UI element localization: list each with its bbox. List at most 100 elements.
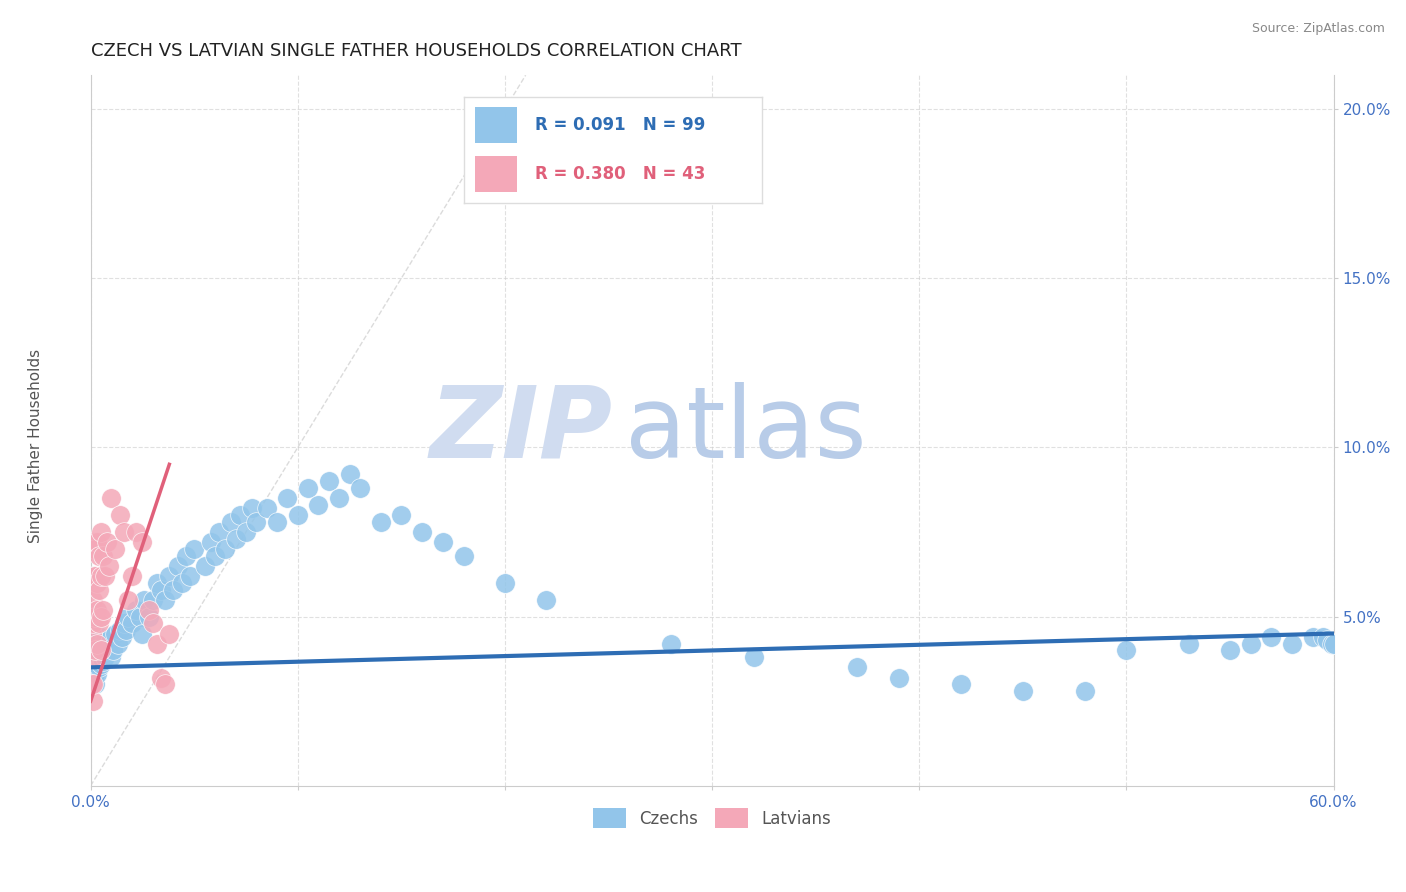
Point bbox=[157, 569, 180, 583]
Point bbox=[94, 650, 117, 665]
Point bbox=[117, 609, 139, 624]
Point bbox=[256, 501, 278, 516]
Point bbox=[87, 650, 110, 665]
Point bbox=[91, 549, 114, 563]
Point bbox=[86, 575, 108, 590]
Point bbox=[82, 592, 104, 607]
Point bbox=[146, 637, 169, 651]
Point bbox=[82, 643, 104, 657]
Point bbox=[82, 637, 104, 651]
Point bbox=[90, 630, 112, 644]
Point bbox=[90, 643, 112, 657]
Point bbox=[83, 667, 105, 681]
Point bbox=[114, 623, 136, 637]
Point bbox=[1316, 633, 1339, 648]
Point bbox=[83, 541, 105, 556]
Point bbox=[204, 549, 226, 563]
Point bbox=[104, 541, 127, 556]
Point bbox=[453, 549, 475, 563]
Point bbox=[1177, 637, 1199, 651]
Point bbox=[96, 535, 118, 549]
Point bbox=[1074, 684, 1097, 698]
Point bbox=[100, 491, 122, 505]
Point bbox=[82, 650, 104, 665]
Point bbox=[82, 535, 104, 549]
Point bbox=[742, 650, 765, 665]
Point bbox=[90, 569, 112, 583]
Point bbox=[225, 532, 247, 546]
Point bbox=[83, 643, 105, 657]
Point bbox=[87, 660, 110, 674]
Text: ZIP: ZIP bbox=[430, 382, 613, 479]
Point bbox=[82, 694, 104, 708]
Point bbox=[86, 603, 108, 617]
Point bbox=[328, 491, 350, 505]
Point bbox=[83, 657, 105, 671]
Point bbox=[83, 609, 105, 624]
Point bbox=[104, 626, 127, 640]
Point bbox=[100, 630, 122, 644]
Point bbox=[87, 582, 110, 597]
Point bbox=[174, 549, 197, 563]
Text: Source: ZipAtlas.com: Source: ZipAtlas.com bbox=[1251, 22, 1385, 36]
Point bbox=[287, 508, 309, 522]
Point bbox=[129, 609, 152, 624]
Point bbox=[111, 630, 134, 644]
Point bbox=[86, 667, 108, 681]
Point bbox=[208, 524, 231, 539]
Point bbox=[82, 660, 104, 674]
Point bbox=[80, 677, 103, 691]
Point bbox=[82, 569, 104, 583]
Point bbox=[432, 535, 454, 549]
Point bbox=[887, 671, 910, 685]
Point bbox=[91, 654, 114, 668]
Point bbox=[1281, 637, 1303, 651]
Point bbox=[276, 491, 298, 505]
Legend: Czechs, Latvians: Czechs, Latvians bbox=[586, 802, 838, 834]
Point bbox=[121, 569, 143, 583]
Point bbox=[134, 592, 156, 607]
Point bbox=[266, 515, 288, 529]
Point bbox=[297, 481, 319, 495]
Point bbox=[108, 508, 131, 522]
Point bbox=[229, 508, 252, 522]
Point bbox=[138, 609, 160, 624]
Point bbox=[1240, 637, 1263, 651]
Point bbox=[96, 643, 118, 657]
Text: CZECH VS LATVIAN SINGLE FATHER HOUSEHOLDS CORRELATION CHART: CZECH VS LATVIAN SINGLE FATHER HOUSEHOLD… bbox=[90, 42, 741, 60]
Point bbox=[183, 541, 205, 556]
Point bbox=[339, 467, 361, 482]
Point bbox=[83, 643, 105, 657]
Point bbox=[162, 582, 184, 597]
Point bbox=[200, 535, 222, 549]
Point bbox=[240, 501, 263, 516]
Point bbox=[90, 609, 112, 624]
Point bbox=[153, 592, 176, 607]
Point bbox=[125, 524, 148, 539]
Point bbox=[82, 616, 104, 631]
Point bbox=[153, 677, 176, 691]
Point bbox=[389, 508, 412, 522]
Point bbox=[131, 535, 153, 549]
Point bbox=[138, 603, 160, 617]
Point bbox=[94, 633, 117, 648]
Point bbox=[82, 626, 104, 640]
Point bbox=[150, 582, 173, 597]
Point bbox=[82, 677, 104, 691]
Point bbox=[245, 515, 267, 529]
Point bbox=[235, 524, 257, 539]
Point bbox=[214, 541, 236, 556]
Point bbox=[221, 515, 243, 529]
Point bbox=[146, 575, 169, 590]
Point bbox=[98, 558, 121, 573]
Point bbox=[90, 643, 112, 657]
Point bbox=[112, 616, 135, 631]
Point bbox=[370, 515, 392, 529]
Point bbox=[659, 637, 682, 651]
Point bbox=[82, 677, 104, 691]
Point bbox=[87, 637, 110, 651]
Point bbox=[86, 633, 108, 648]
Point bbox=[179, 569, 201, 583]
Point bbox=[125, 603, 148, 617]
Point bbox=[1115, 643, 1137, 657]
